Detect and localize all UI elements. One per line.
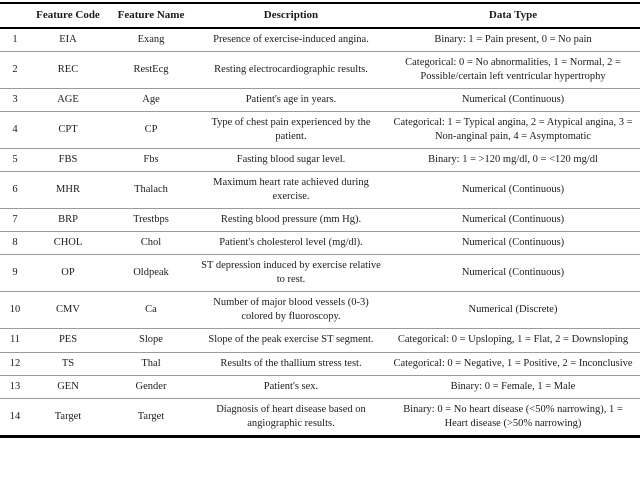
table-header: Feature Code Feature Name Description Da… (0, 3, 640, 29)
table-row: 11 PES Slope Slope of the peak exercise … (0, 328, 640, 353)
header-row: Feature Code Feature Name Description Da… (0, 3, 640, 29)
feature-name-cell: Thalach (106, 171, 196, 210)
row-number-cell: 5 (0, 148, 30, 172)
description-cell: ST depression induced by exercise relati… (196, 254, 386, 293)
row-number-cell: 10 (0, 291, 30, 330)
feature-name-cell: Trestbps (106, 208, 196, 233)
data-type-cell: Numerical (Continuous) (386, 254, 640, 293)
row-number-cell: 3 (0, 88, 30, 112)
table-row: 3 AGE Age Patient's age in years. Numeri… (0, 88, 640, 112)
description-cell: Patient's sex. (196, 375, 386, 399)
row-number-cell: 6 (0, 171, 30, 210)
data-type-cell: Categorical: 0 = Negative, 1 = Positive,… (386, 352, 640, 376)
data-type-cell: Numerical (Continuous) (386, 88, 640, 112)
description-cell: Fasting blood sugar level. (196, 148, 386, 172)
row-number-cell: 14 (9, 410, 21, 422)
table-row: 14 Target Target Diagnosis of heart dise… (0, 398, 640, 436)
description-cell: Type of chest pain experienced by the pa… (196, 111, 386, 149)
description-cell: Results of the thallium stress test. (196, 352, 386, 376)
feature-dictionary-table: Feature Code Feature Name Description Da… (0, 2, 640, 438)
feature-name-cell: Chol (106, 231, 196, 256)
data-type-cell: Binary: 0 = Female, 1 = Male (386, 375, 640, 399)
feature-code-cell: CPT (30, 111, 106, 149)
data-type-cell: Numerical (Continuous) (386, 171, 640, 210)
feature-code-cell: FBS (30, 148, 106, 172)
row-number-cell: 4 (0, 111, 30, 149)
description-cell: Number of major blood vessels (0-3) colo… (196, 291, 386, 330)
col-header-description: Description (196, 3, 386, 29)
description-cell: Resting electrocardiographic results. (196, 51, 386, 89)
feature-code-cell: MHR (30, 171, 106, 210)
table-row: 10 CMV Ca Number of major blood vessels … (0, 291, 640, 330)
col-header-number (0, 3, 30, 29)
data-type-cell: Numerical (Continuous) (386, 208, 640, 233)
description-cell: Maximum heart rate achieved during exerc… (196, 171, 386, 210)
description-cell: Patient's cholesterol level (mg/dl). (196, 231, 386, 256)
feature-name-cell: Exang (106, 27, 196, 52)
row-number-cell: 2 (0, 51, 30, 89)
feature-name-cell: Thal (106, 352, 196, 376)
description-cell: Slope of the peak exercise ST segment. (196, 328, 386, 353)
col-header-data-type: Data Type (386, 3, 640, 29)
table-row: 6 MHR Thalach Maximum heart rate achieve… (0, 171, 640, 210)
row-number-cell: 7 (0, 208, 30, 233)
table-row: 9 OP Oldpeak ST depression induced by ex… (0, 254, 640, 293)
col-header-feature-code: Feature Code (30, 3, 106, 29)
data-type-cell: Numerical (Discrete) (386, 291, 640, 330)
description-cell: Patient's age in years. (196, 88, 386, 112)
feature-name-cell: Target (137, 410, 165, 422)
table-row: 5 FBS Fbs Fasting blood sugar level. Bin… (0, 148, 640, 172)
data-type-cell: Categorical: 1 = Typical angina, 2 = Aty… (386, 111, 640, 149)
feature-code-cell: EIA (30, 27, 106, 52)
row-number-cell: 13 (0, 375, 30, 399)
feature-code-cell: CMV (30, 291, 106, 330)
feature-code-cell: OP (30, 254, 106, 293)
feature-code-cell: BRP (30, 208, 106, 233)
data-type-cell: Categorical: 0 = No abnormalities, 1 = N… (386, 51, 640, 89)
feature-name-cell: CP (106, 111, 196, 149)
description-cell: Presence of exercise-induced angina. (196, 27, 386, 52)
table-row: 12 TS Thal Results of the thallium stres… (0, 352, 640, 376)
data-type-cell: Binary: 0 = No heart disease (<50% narro… (403, 403, 623, 429)
table-row: 4 CPT CP Type of chest pain experienced … (0, 111, 640, 149)
feature-code-cell: GEN (30, 375, 106, 399)
col-header-feature-name: Feature Name (106, 3, 196, 29)
row-number-cell: 12 (0, 352, 30, 376)
feature-code-cell: PES (30, 328, 106, 353)
feature-code-cell: REC (30, 51, 106, 89)
table-row: 2 REC RestEcg Resting electrocardiograph… (0, 51, 640, 89)
feature-name-cell: Gender (106, 375, 196, 399)
data-type-cell: Binary: 1 = Pain present, 0 = No pain (386, 27, 640, 52)
row-number-cell: 8 (0, 231, 30, 256)
data-type-cell: Numerical (Continuous) (386, 231, 640, 256)
table-row: 8 CHOL Chol Patient's cholesterol level … (0, 231, 640, 256)
row-number-cell: 11 (0, 328, 30, 353)
feature-code-cell: TS (30, 352, 106, 376)
feature-name-cell: Slope (106, 328, 196, 353)
description-cell: Resting blood pressure (mm Hg). (196, 208, 386, 233)
feature-name-cell: RestEcg (106, 51, 196, 89)
feature-code-cell: CHOL (30, 231, 106, 256)
table-row: 7 BRP Trestbps Resting blood pressure (m… (0, 208, 640, 233)
row-number-cell: 1 (0, 27, 30, 52)
feature-code-cell: Target (54, 410, 82, 422)
table-row: 1 EIA Exang Presence of exercise-induced… (0, 27, 640, 52)
feature-name-cell: Fbs (106, 148, 196, 172)
row-number-cell: 9 (0, 254, 30, 293)
feature-name-cell: Age (106, 88, 196, 112)
data-type-cell: Categorical: 0 = Upsloping, 1 = Flat, 2 … (386, 328, 640, 353)
table-row: 13 GEN Gender Patient's sex. Binary: 0 =… (0, 375, 640, 399)
feature-name-cell: Ca (106, 291, 196, 330)
description-cell: Diagnosis of heart disease based on angi… (216, 403, 366, 429)
table-body: 1 EIA Exang Presence of exercise-induced… (0, 27, 640, 437)
feature-code-cell: AGE (30, 88, 106, 112)
data-type-cell: Binary: 1 = >120 mg/dl, 0 = <120 mg/dl (386, 148, 640, 172)
feature-name-cell: Oldpeak (106, 254, 196, 293)
